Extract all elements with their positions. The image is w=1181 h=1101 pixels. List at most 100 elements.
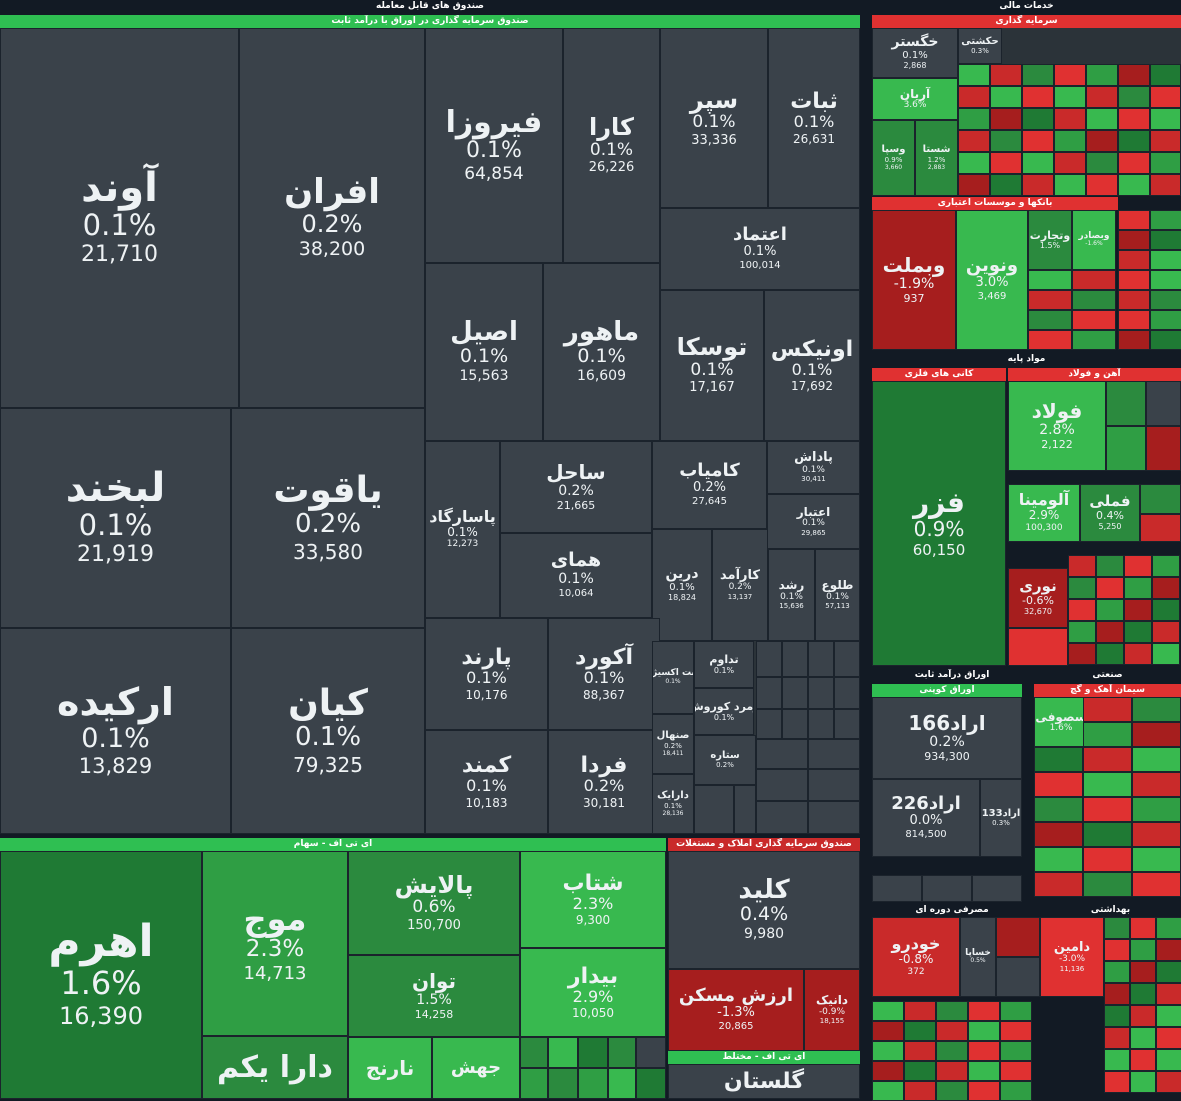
financial-mini-tile[interactable]: [1086, 174, 1118, 196]
fund-tile[interactable]: کارآمد 0.2% 13,137: [712, 529, 768, 641]
industrial-mini-tile[interactable]: [1034, 747, 1083, 772]
consumer-mini-tile[interactable]: [872, 1081, 904, 1101]
consumer-mini-tile[interactable]: [1156, 1027, 1181, 1049]
industrial-tile[interactable]: سصوفی 1.6%: [1034, 697, 1088, 747]
etf-tile[interactable]: شتاب 2.3% 9,300: [520, 851, 666, 948]
financial-mini-tile[interactable]: [958, 152, 990, 174]
financial-tile[interactable]: وسپا 0.9% 3,660: [872, 120, 915, 196]
etf-mini-tile[interactable]: [608, 1037, 636, 1068]
fund-mini-tile[interactable]: [734, 785, 756, 834]
fund-tile[interactable]: اونیکس 0.1% 17,692: [764, 290, 860, 441]
bank-mini-tile[interactable]: [1072, 310, 1116, 330]
bond-tile[interactable]: اراد133 0.3%: [980, 779, 1022, 857]
fund-tile[interactable]: ساحل 0.2% 21,665: [500, 441, 652, 533]
consumer-mini-tile[interactable]: [936, 1081, 968, 1101]
bank-mini-tile[interactable]: [1072, 270, 1116, 290]
fund-tile[interactable]: فیروزا 0.1% 64,854: [425, 28, 563, 263]
consumer-mini-tile[interactable]: [1156, 917, 1181, 939]
consumer-mini-tile[interactable]: [904, 1081, 936, 1101]
fund-mini-tile[interactable]: [756, 677, 782, 709]
consumer-mini-tile[interactable]: [1156, 1005, 1181, 1027]
realestate-tile[interactable]: ارزش مسکن -1.3% 20,865: [668, 969, 804, 1051]
industrial-mini-tile[interactable]: [1132, 872, 1181, 897]
consumer-mini-tile[interactable]: [936, 1001, 968, 1021]
industrial-mini-tile[interactable]: [1132, 797, 1181, 822]
industrial-mini-tile[interactable]: [1132, 722, 1181, 747]
bank-mini-tile[interactable]: [1118, 270, 1150, 290]
etf-tile[interactable]: دارا یکم: [202, 1036, 348, 1099]
base-tile[interactable]: نوری -0.6% 32,670: [1008, 568, 1068, 628]
financial-mini-tile[interactable]: [1054, 64, 1086, 86]
base-mini-tile[interactable]: [1124, 621, 1152, 643]
etf-tile[interactable]: اهرم 1.6% 16,390: [0, 851, 202, 1099]
consumer-mini-tile[interactable]: [1130, 983, 1156, 1005]
industrial-mini-tile[interactable]: [1083, 797, 1132, 822]
consumer-mini-tile[interactable]: [1000, 1021, 1032, 1041]
base-mini-tile[interactable]: [1068, 577, 1096, 599]
financial-mini-tile[interactable]: [990, 152, 1022, 174]
etf-mini-tile[interactable]: [520, 1037, 548, 1068]
base-mini-tile[interactable]: [1152, 599, 1180, 621]
bank-mini-tile[interactable]: [1118, 250, 1150, 270]
consumer-mini-tile[interactable]: [904, 1001, 936, 1021]
financial-mini-tile[interactable]: [990, 86, 1022, 108]
base-mini-tile[interactable]: [1068, 643, 1096, 665]
fund-tile[interactable]: یاقوت 0.2% 33,580: [231, 408, 425, 628]
fund-tile[interactable]: ماهور 0.1% 16,609: [543, 263, 660, 441]
consumer-mini-tile[interactable]: [936, 1041, 968, 1061]
bank-mini-tile[interactable]: [1118, 290, 1150, 310]
consumer-mini-tile[interactable]: [1130, 1027, 1156, 1049]
fund-tile[interactable]: اصیل 0.1% 15,563: [425, 263, 543, 441]
financial-mini-tile[interactable]: [1022, 86, 1054, 108]
financial-mini-tile[interactable]: [1022, 152, 1054, 174]
bank-mini-tile[interactable]: [1072, 330, 1116, 350]
consumer-tile[interactable]: خودرو -0.8% 372: [872, 917, 960, 997]
fund-tile[interactable]: ثبات 0.1% 26,631: [768, 28, 860, 208]
bank-mini-tile[interactable]: [1150, 270, 1181, 290]
etf-mini-tile[interactable]: [548, 1068, 578, 1099]
fund-tile[interactable]: پاداش 0.1% 30,411: [767, 441, 860, 494]
consumer-mini-tile[interactable]: [1000, 1001, 1032, 1021]
mini-tile[interactable]: [1140, 514, 1181, 542]
base-mini-tile[interactable]: [1096, 621, 1124, 643]
bank-mini-tile[interactable]: [1150, 310, 1181, 330]
fund-tile[interactable]: ارکیده 0.1% 13,829: [0, 628, 231, 834]
fund-mini-tile[interactable]: [782, 641, 808, 677]
consumer-mini-tile[interactable]: [968, 1061, 1000, 1081]
industrial-mini-tile[interactable]: [1083, 747, 1132, 772]
industrial-mini-tile[interactable]: [1132, 747, 1181, 772]
base-mini-tile[interactable]: [1152, 577, 1180, 599]
fund-tile[interactable]: طلوع 0.1% 57,113: [815, 549, 860, 641]
financial-mini-tile[interactable]: [990, 130, 1022, 152]
consumer-mini-tile[interactable]: [1104, 939, 1130, 961]
fund-tile[interactable]: دارایک 0.1% 28,136: [652, 774, 694, 834]
fund-mini-tile[interactable]: [694, 785, 734, 834]
consumer-mini-tile[interactable]: [1156, 961, 1181, 983]
bank-mini-tile[interactable]: [1150, 330, 1181, 350]
fund-tile[interactable]: همای 0.1% 10,064: [500, 533, 652, 618]
financial-mini-tile[interactable]: [1150, 64, 1181, 86]
etf-tile[interactable]: جهش: [432, 1037, 520, 1099]
bond-tile[interactable]: اراد226 0.0% 814,500: [872, 779, 980, 857]
fund-mini-tile[interactable]: [808, 709, 834, 739]
consumer-mini-tile[interactable]: [1156, 1071, 1181, 1093]
industrial-mini-tile[interactable]: [1132, 697, 1181, 722]
fund-tile[interactable]: توسکا 0.1% 17,167: [660, 290, 764, 441]
fund-tile[interactable]: صنهال 0.2% 18,411: [652, 714, 694, 774]
financial-mini-tile[interactable]: [1118, 130, 1150, 152]
fund-tile[interactable]: ثابت اکسیژن0.1%: [652, 641, 694, 714]
consumer-mini-tile[interactable]: [904, 1061, 936, 1081]
fund-tile[interactable]: رشد 0.1% 15,636: [768, 549, 815, 641]
financial-mini-tile[interactable]: [1086, 86, 1118, 108]
fund-tile[interactable]: پارند 0.1% 10,176: [425, 618, 548, 730]
consumer-tile[interactable]: دامین -3.0% 11,136: [1040, 917, 1104, 997]
consumer-mini-tile[interactable]: [968, 1081, 1000, 1101]
fund-tile[interactable]: کامیاب 0.2% 27,645: [652, 441, 767, 529]
financial-mini-tile[interactable]: [1118, 152, 1150, 174]
fund-mini-tile[interactable]: [834, 677, 860, 709]
fund-mini-tile[interactable]: [756, 709, 782, 739]
tile-golestan[interactable]: گلستان: [668, 1064, 860, 1099]
bank-mini-tile[interactable]: [1028, 310, 1072, 330]
bank-tile[interactable]: وبملت -1.9% 937: [872, 210, 956, 350]
financial-mini-tile[interactable]: [990, 174, 1022, 196]
